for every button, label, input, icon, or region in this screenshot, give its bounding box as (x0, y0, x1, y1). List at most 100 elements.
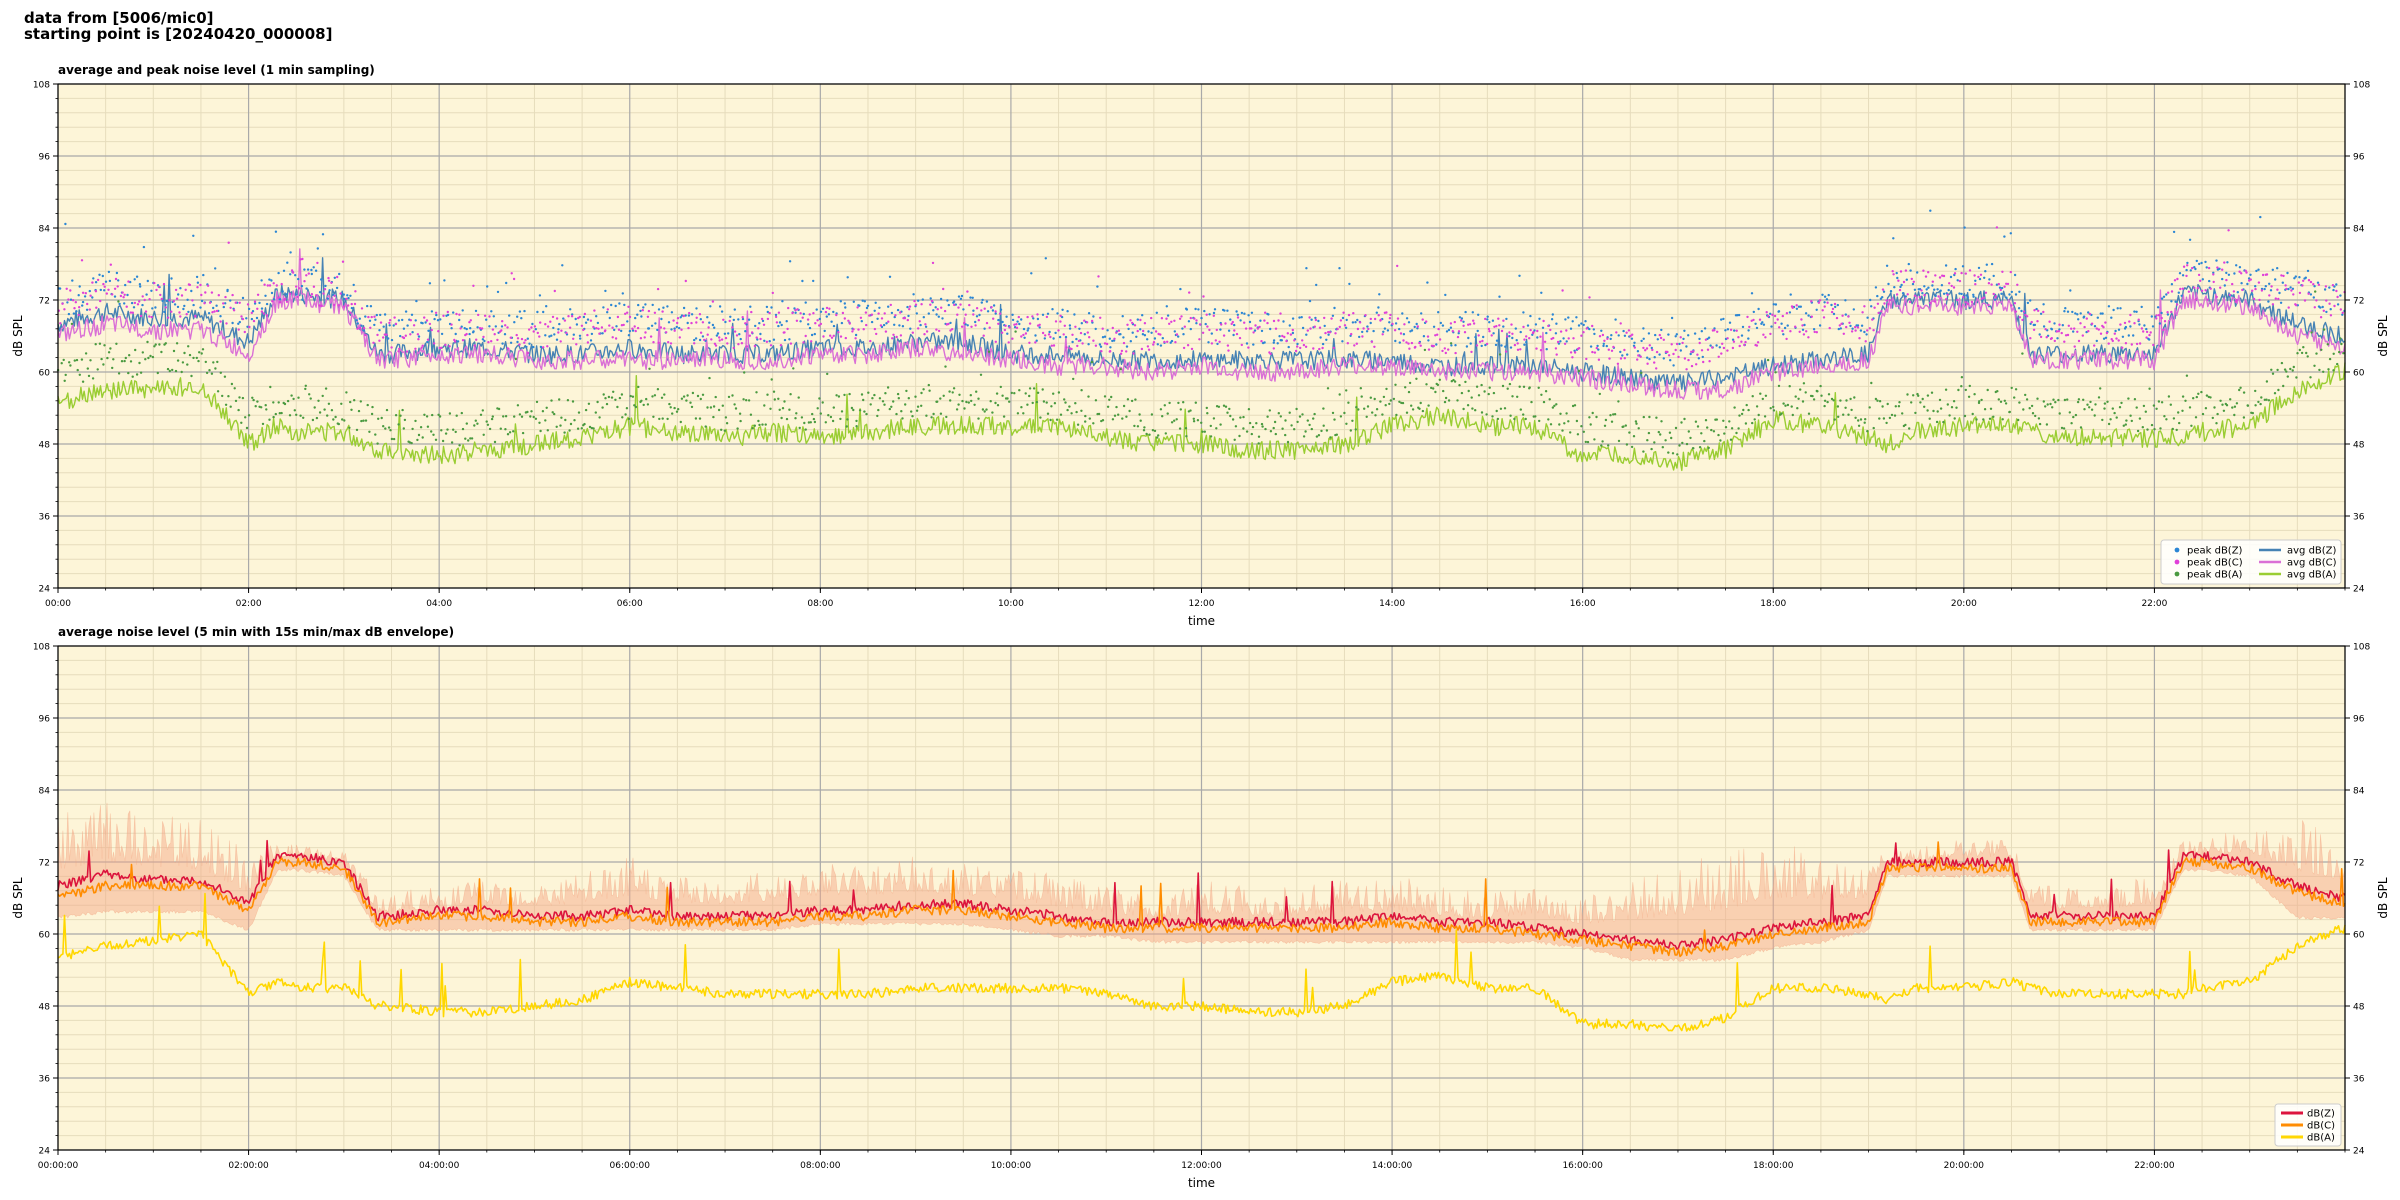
point-peak-db-a (690, 405, 694, 409)
point-peak-db-a (1020, 406, 1023, 409)
point-peak-db-c (478, 327, 482, 330)
point-peak-db-a (1498, 353, 1502, 356)
point-peak-db-a (1108, 398, 1111, 401)
point-peak-db-z (574, 317, 577, 321)
point-peak-db-a (781, 407, 785, 410)
point-peak-db-a (2034, 414, 2037, 418)
point-peak-db-c (1938, 276, 1942, 279)
point-peak-db-c (765, 340, 769, 343)
point-peak-db-z (1187, 320, 1191, 323)
point-peak-db-a (117, 300, 120, 303)
point-peak-db-a (723, 429, 726, 432)
point-peak-db-a (1928, 417, 1931, 420)
point-peak-db-a (506, 433, 510, 436)
point-peak-db-c (1662, 338, 1666, 341)
point-peak-db-a (1511, 395, 1514, 398)
point-peak-db-c (1912, 280, 1916, 283)
point-peak-db-c (518, 343, 521, 346)
point-peak-db-z (698, 338, 702, 342)
point-peak-db-a (117, 372, 121, 375)
point-peak-db-a (384, 427, 387, 430)
point-peak-db-c (1309, 327, 1312, 330)
point-peak-db-c (830, 336, 834, 339)
point-peak-db-z (1518, 274, 1521, 277)
point-peak-db-a (2211, 416, 2214, 420)
point-peak-db-a (706, 406, 709, 409)
point-peak-db-z (932, 309, 935, 312)
point-peak-db-c (1410, 341, 1414, 345)
point-peak-db-c (310, 293, 314, 296)
point-peak-db-z (678, 326, 681, 330)
point-peak-db-z (1522, 311, 1525, 314)
point-peak-db-a (1944, 388, 1948, 391)
point-peak-db-a (198, 351, 201, 354)
point-peak-db-c (266, 284, 269, 287)
point-peak-db-a (1130, 399, 1134, 403)
point-peak-db-c (1252, 331, 1255, 334)
point-peak-db-a (994, 401, 997, 405)
point-peak-db-c (1490, 334, 1493, 337)
point-peak-db-z (115, 271, 119, 275)
point-peak-db-a (1777, 384, 1781, 388)
point-peak-db-c (575, 343, 578, 346)
point-peak-db-z (1361, 330, 1364, 334)
point-peak-db-z (392, 324, 395, 327)
point-peak-db-a (587, 402, 591, 405)
point-peak-db-a (837, 395, 841, 398)
point-peak-db-z (693, 338, 696, 342)
point-peak-db-a (738, 412, 742, 415)
point-peak-db-a (734, 407, 738, 410)
point-peak-db-z (1621, 354, 1624, 357)
point-peak-db-a (1549, 423, 1553, 426)
point-peak-db-z (952, 300, 956, 303)
point-peak-db-z (1761, 321, 1764, 324)
point-peak-db-c (1528, 337, 1531, 340)
point-peak-db-a (1274, 432, 1278, 436)
point-peak-db-a (563, 431, 566, 434)
point-peak-db-a (326, 414, 329, 417)
point-peak-db-c (908, 305, 912, 308)
point-peak-db-a (1881, 405, 1884, 408)
point-peak-db-z (637, 303, 640, 307)
point-peak-db-a (2088, 406, 2091, 409)
point-peak-db-a (1464, 380, 1467, 384)
point-peak-db-c (2124, 342, 2128, 345)
point-peak-db-a (240, 421, 243, 424)
point-peak-db-z (1486, 318, 1489, 321)
point-peak-db-z (2281, 281, 2284, 284)
point-peak-db-c (1132, 352, 1135, 355)
point-peak-db-c (1962, 296, 1965, 299)
point-peak-db-a (604, 397, 607, 400)
point-peak-db-a (637, 385, 640, 389)
point-peak-db-c (350, 302, 353, 306)
point-peak-db-c (647, 309, 651, 313)
point-peak-db-z (854, 333, 858, 337)
point-peak-db-a (1046, 412, 1050, 415)
point-peak-db-z (858, 304, 861, 307)
point-peak-db-a (846, 418, 849, 421)
point-peak-db-c (2270, 285, 2273, 288)
point-peak-db-z (2185, 268, 2188, 272)
point-peak-db-a (324, 387, 328, 390)
point-peak-db-z (1410, 329, 1414, 332)
point-peak-db-c (1065, 346, 1068, 349)
point-peak-db-z (72, 312, 76, 315)
point-peak-db-a (809, 421, 812, 424)
point-peak-db-z (195, 275, 199, 279)
point-peak-db-z (1682, 337, 1685, 341)
point-peak-db-a (1938, 398, 1942, 402)
point-peak-db-a (394, 414, 398, 417)
y-tick-label-left: 60 (39, 369, 51, 379)
point-peak-db-a (571, 400, 575, 403)
point-peak-db-a (925, 414, 928, 417)
point-peak-db-c (1677, 355, 1680, 359)
y-tick-label-left: 72 (39, 859, 50, 869)
point-peak-db-c (1498, 324, 1501, 327)
point-peak-db-z (133, 278, 136, 281)
point-peak-db-z (538, 294, 542, 297)
point-peak-db-c (1950, 284, 1953, 288)
point-peak-db-a (1960, 385, 1963, 388)
point-peak-db-c (200, 293, 203, 297)
point-peak-db-a (1245, 430, 1249, 433)
y-axis-label-right: dB SPL (2376, 315, 2390, 357)
